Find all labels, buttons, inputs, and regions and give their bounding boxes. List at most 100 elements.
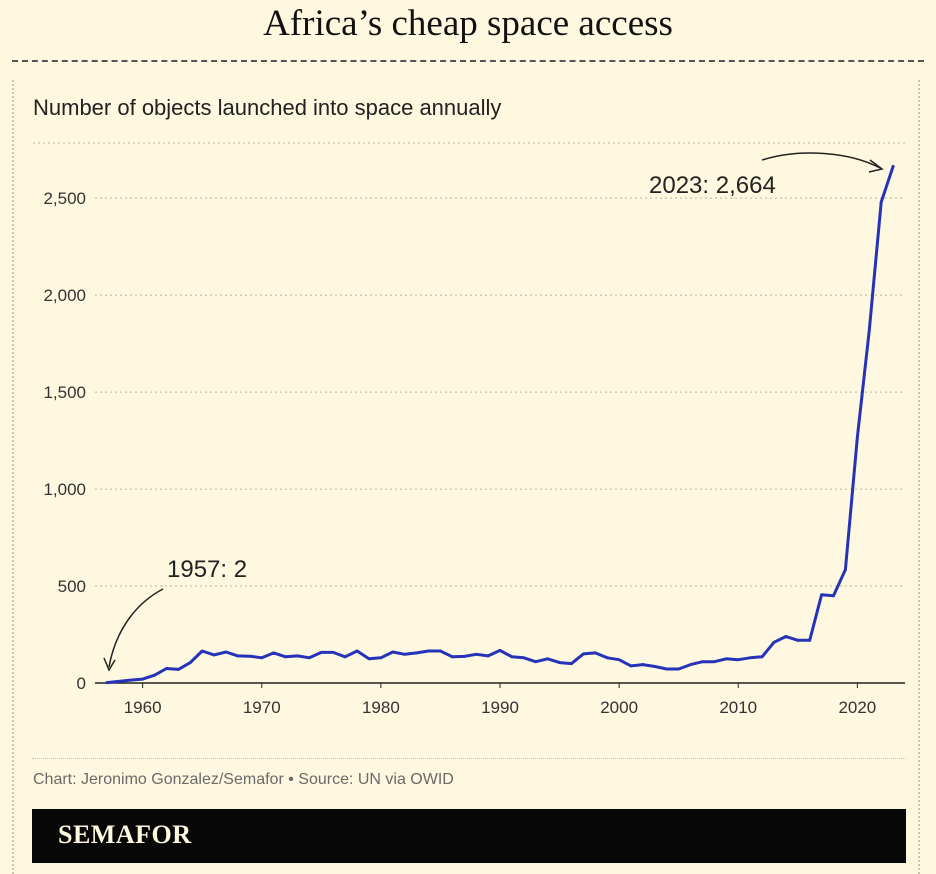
data-point	[736, 658, 740, 662]
data-point	[522, 656, 526, 660]
data-point	[248, 654, 252, 658]
brand-logo: SEMAFOR	[58, 820, 192, 849]
data-point	[188, 661, 192, 665]
data-point	[117, 680, 121, 683]
data-point	[855, 435, 859, 439]
data-point	[427, 649, 430, 653]
x-tick-label: 1980	[362, 698, 400, 717]
x-tick-label: 2000	[600, 698, 638, 717]
data-point	[605, 656, 609, 660]
data-point	[581, 652, 585, 656]
data-point	[724, 657, 728, 661]
annotation-2023-arrow	[761, 152, 881, 169]
annotation-1957-arrowhead	[103, 657, 116, 672]
data-point	[176, 668, 180, 671]
data-point	[129, 678, 133, 682]
y-tick-label: 1,500	[43, 383, 86, 402]
data-point	[498, 649, 502, 652]
data-point	[450, 655, 454, 659]
data-points	[105, 164, 895, 685]
data-point	[713, 660, 716, 664]
data-point	[236, 654, 240, 658]
y-tick-label: 500	[58, 577, 86, 596]
data-point	[558, 661, 561, 665]
data-point	[462, 655, 466, 658]
gridlines	[33, 142, 905, 587]
brand-bar: SEMAFOR	[32, 809, 906, 863]
data-point	[593, 651, 597, 655]
y-tick-label: 1,000	[43, 480, 86, 499]
annotation-1957: 1957: 2	[167, 556, 247, 583]
y-tick-label: 0	[77, 674, 86, 693]
series-line	[105, 164, 895, 685]
data-point	[200, 649, 204, 653]
data-point	[153, 673, 156, 677]
data-point	[296, 654, 299, 658]
data-point	[105, 681, 109, 685]
data-point	[772, 640, 776, 644]
data-point	[867, 328, 871, 332]
data-point	[891, 164, 895, 168]
data-point	[212, 653, 216, 657]
data-point	[272, 651, 276, 655]
x-axis-ticks: 1960 1970 1980 1990 2000 2010 2020	[124, 683, 876, 717]
data-point	[879, 200, 883, 204]
line-chart: 0 500 1,000 1,500 2,000 2,500 1960 1970 1980 199…	[33, 142, 905, 717]
annotation-1957-arrow	[108, 588, 164, 668]
data-point	[748, 656, 752, 660]
data-point	[546, 657, 550, 661]
data-point	[677, 667, 681, 671]
data-point	[784, 635, 788, 638]
data-point	[832, 594, 835, 598]
data-point	[808, 638, 812, 642]
data-point	[796, 638, 800, 642]
data-point	[534, 660, 538, 664]
y-tick-label: 2,500	[43, 189, 86, 208]
x-tick-label: 1970	[243, 698, 281, 717]
data-point	[665, 667, 669, 671]
data-point	[319, 650, 323, 654]
chart-card	[12, 80, 920, 874]
data-point	[641, 663, 645, 666]
data-point	[403, 652, 407, 656]
data-point	[331, 650, 335, 654]
data-point	[844, 568, 847, 571]
y-tick-label: 2,000	[43, 286, 86, 305]
data-point	[653, 665, 657, 668]
header-divider	[12, 60, 924, 62]
chart-title: Number of objects launched into space an…	[33, 95, 502, 120]
page-title: Africa’s cheap space access	[263, 3, 673, 44]
data-point	[343, 655, 347, 659]
x-tick-label: 2020	[838, 698, 876, 717]
annotation-2023: 2023: 2,664	[649, 172, 776, 199]
data-point	[570, 662, 573, 666]
data-point	[260, 656, 264, 660]
data-point	[367, 657, 371, 661]
footer-divider	[32, 758, 906, 759]
data-point	[629, 664, 633, 668]
data-point	[689, 663, 692, 666]
data-point	[165, 667, 168, 670]
data-point	[617, 658, 621, 662]
data-point	[308, 656, 311, 660]
data-point	[474, 652, 478, 656]
data-point	[510, 655, 514, 659]
data-point	[284, 655, 287, 659]
x-tick-label: 1990	[481, 698, 519, 717]
data-point	[486, 654, 490, 658]
data-point	[701, 660, 704, 664]
y-axis-ticks: 0 500 1,000 1,500 2,000 2,500	[43, 189, 86, 693]
data-point	[379, 656, 383, 660]
data-point	[391, 650, 395, 654]
chart-credit: Chart: Jeronimo Gonzalez/Semafor • Sourc…	[33, 771, 454, 788]
data-point	[224, 650, 228, 654]
data-point	[415, 651, 419, 655]
x-tick-label: 2010	[719, 698, 757, 717]
data-point	[355, 649, 359, 653]
x-tick-label: 1960	[124, 698, 162, 717]
data-point	[141, 677, 145, 681]
data-point	[760, 655, 764, 659]
annotation-2023-arrowhead	[868, 159, 884, 173]
data-point	[439, 649, 442, 653]
data-point	[820, 593, 824, 597]
